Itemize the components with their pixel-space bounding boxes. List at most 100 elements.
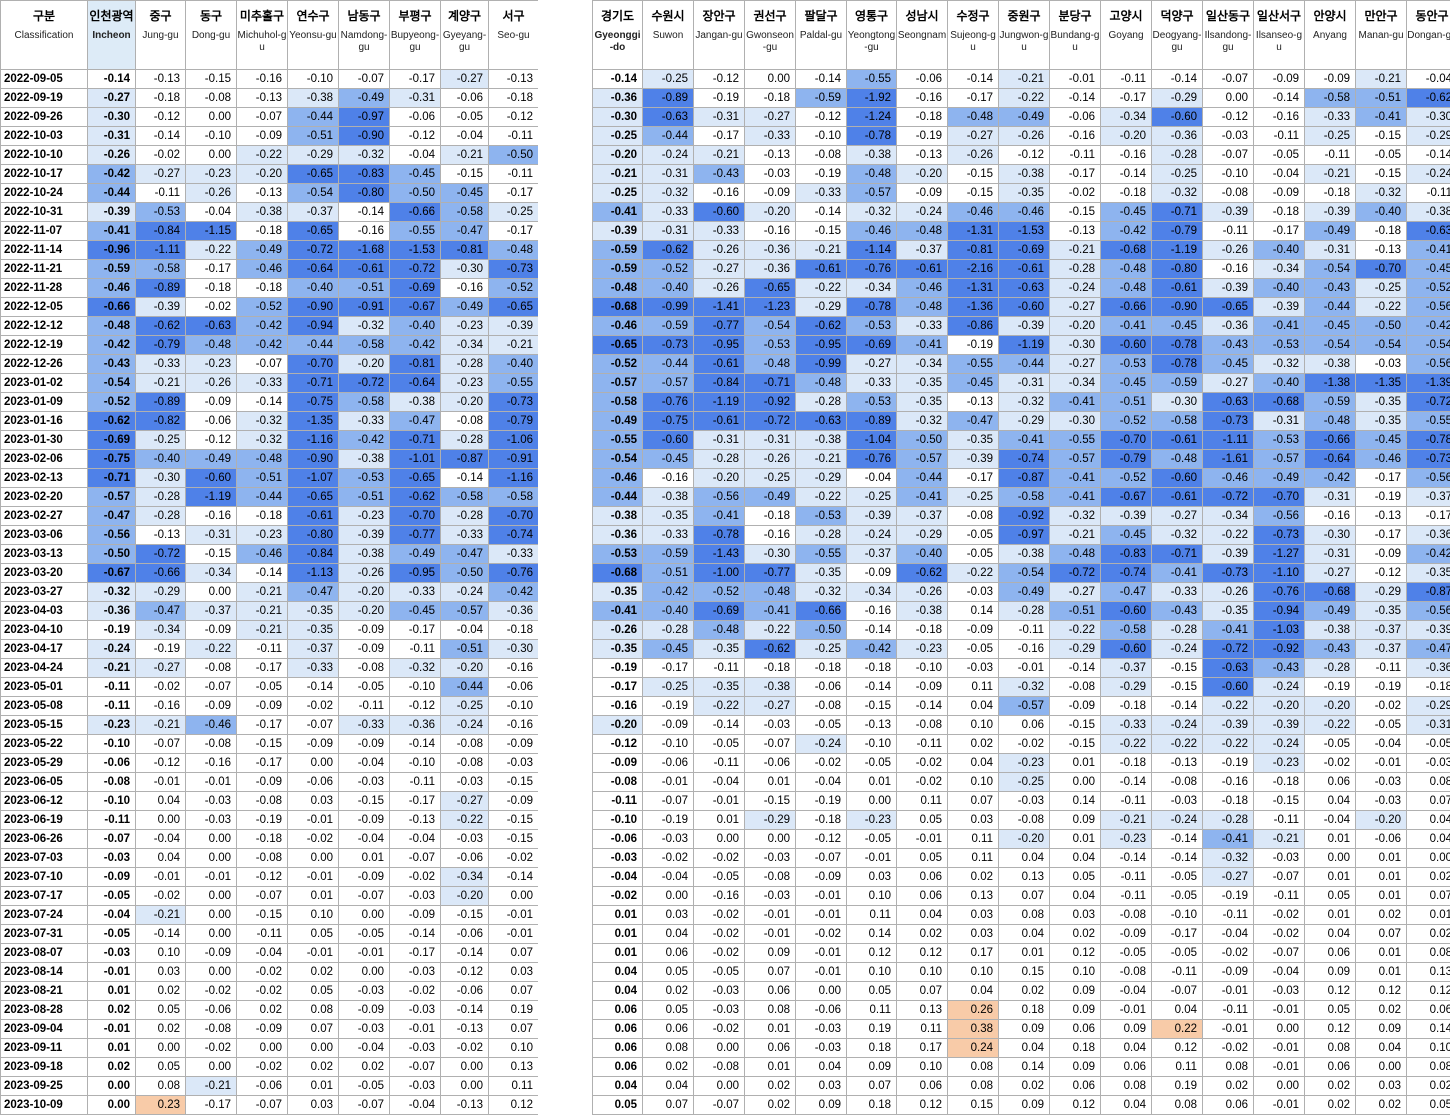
value-cell: -0.16: [693, 183, 745, 203]
value-cell: -0.39: [1406, 620, 1450, 640]
value-cell: -0.38: [236, 202, 288, 222]
regional-average-cell: -0.19: [87, 620, 136, 640]
value-cell: -0.09: [338, 620, 390, 640]
value-cell: 0.12: [488, 1095, 539, 1115]
value-cell: -0.45: [1151, 316, 1203, 336]
value-cell: -0.03: [338, 1019, 390, 1039]
value-cell: -0.20: [440, 658, 489, 678]
value-cell: -0.02: [795, 753, 847, 773]
value-cell: -0.03: [1406, 753, 1450, 773]
value-cell: -0.90: [287, 449, 339, 469]
table-row: 2022-10-10 -0.26 -0.02 0.00 -0.22 -0.29 -0.32-…: [0, 145, 539, 165]
value-cell: -0.09: [488, 734, 539, 754]
value-cell: -0.70: [389, 506, 441, 526]
value-cell: -0.27: [1049, 297, 1101, 317]
table-row: 2023-06-26 -0.07 -0.04 0.00 -0.18 -0.02 -0.04-…: [0, 829, 539, 849]
column-header-english: Bundang-gu: [1050, 30, 1100, 53]
value-cell: -0.40: [896, 544, 948, 564]
value-cell: 0.04: [1406, 829, 1450, 849]
date-cell: 2022-11-28: [0, 278, 88, 298]
value-cell: -0.11: [1100, 886, 1152, 906]
value-cell: 0.00: [287, 1038, 339, 1058]
value-cell: 0.05: [1406, 1095, 1450, 1115]
value-cell: -0.45: [1202, 354, 1254, 374]
value-cell: 0.10: [896, 1057, 948, 1077]
value-cell: -0.11: [693, 658, 745, 678]
value-cell: 0.10: [1406, 1038, 1450, 1058]
value-cell: -0.15: [1151, 658, 1203, 678]
value-cell: -0.40: [642, 601, 694, 621]
value-cell: -0.39: [338, 525, 390, 545]
value-cell: -0.33: [896, 316, 948, 336]
regional-average-cell: -0.30: [87, 107, 136, 127]
value-cell: -0.02: [488, 848, 539, 868]
value-cell: -0.72: [1202, 487, 1254, 507]
value-cell: -0.19: [896, 126, 948, 146]
value-cell: -0.15: [1355, 164, 1407, 184]
regional-average-cell: -0.50: [87, 544, 136, 564]
table-row: -0.58 -0.76 -1.19 -0.92 -0.28 -0.53 -0.35 -0.13…: [592, 392, 1450, 412]
value-cell: 0.00: [185, 145, 237, 165]
value-cell: 0.10: [947, 715, 999, 735]
value-cell: -0.95: [795, 335, 847, 355]
value-cell: 0.01: [998, 943, 1050, 963]
value-cell: -0.24: [1049, 278, 1101, 298]
value-cell: 0.09: [998, 1095, 1050, 1115]
value-cell: -0.24: [1151, 810, 1203, 830]
column-header-korean: 계양구: [447, 9, 482, 23]
value-cell: -0.38: [1304, 620, 1356, 640]
value-cell: -0.15: [744, 791, 796, 811]
value-cell: 0.00: [440, 1057, 489, 1077]
value-cell: -0.17: [1100, 88, 1152, 108]
value-cell: -0.48: [744, 354, 796, 374]
value-cell: -0.51: [287, 126, 339, 146]
value-cell: 0.05: [642, 962, 694, 982]
value-cell: -0.89: [642, 88, 694, 108]
value-cell: -0.31: [693, 430, 745, 450]
value-cell: -0.06: [642, 753, 694, 773]
column-header-english: Classification: [14, 30, 74, 41]
value-cell: -0.49: [998, 582, 1050, 602]
value-cell: -0.10: [287, 69, 339, 89]
value-cell: -0.33: [488, 544, 539, 564]
value-cell: 0.05: [135, 1057, 186, 1077]
value-cell: -0.70: [1355, 259, 1407, 279]
column-header-english: Dong-gu: [191, 30, 231, 41]
column-header-korean: 안양시: [1313, 9, 1347, 23]
value-cell: -0.65: [287, 221, 339, 241]
value-cell: -0.29: [896, 525, 948, 545]
value-cell: -0.66: [389, 202, 441, 222]
value-cell: -0.14: [1100, 772, 1152, 792]
value-cell: -0.18: [236, 506, 288, 526]
value-cell: -0.19: [642, 810, 694, 830]
value-cell: 0.09: [1304, 962, 1356, 982]
value-cell: 0.12: [1304, 981, 1356, 1001]
value-cell: -0.31: [744, 430, 796, 450]
value-cell: 0.01: [287, 886, 339, 906]
regional-average-cell: -0.24: [87, 639, 136, 659]
value-cell: -0.50: [389, 183, 441, 203]
value-cell: -0.22: [693, 696, 745, 716]
value-cell: -0.31: [1304, 544, 1356, 564]
column-header: 일산동구 Ilsandong-gu: [1202, 0, 1254, 70]
value-cell: -0.28: [440, 354, 489, 374]
value-cell: 0.18: [846, 1038, 897, 1058]
table-row: -0.08 -0.01 -0.04 0.01 -0.04 0.01 -0.02 0.10 -0.…: [592, 772, 1450, 792]
value-cell: -0.25: [795, 639, 847, 659]
value-cell: -0.32: [998, 677, 1050, 697]
value-cell: -0.04: [389, 145, 441, 165]
value-cell: 0.08: [1151, 1095, 1203, 1115]
value-cell: -1.03: [1253, 620, 1305, 640]
value-cell: -0.21: [1355, 69, 1407, 89]
column-header: 수원시 Suwon: [642, 0, 694, 70]
value-cell: -0.22: [795, 487, 847, 507]
value-cell: -0.08: [1049, 677, 1101, 697]
value-cell: 0.00: [185, 107, 237, 127]
value-cell: -0.03: [1355, 791, 1407, 811]
regional-average-cell: -0.68: [592, 563, 643, 583]
value-cell: -0.52: [1100, 411, 1152, 431]
value-cell: 0.18: [846, 1095, 897, 1115]
value-cell: -0.04: [1202, 924, 1254, 944]
value-cell: -0.20: [338, 582, 390, 602]
value-cell: -0.43: [1304, 278, 1356, 298]
